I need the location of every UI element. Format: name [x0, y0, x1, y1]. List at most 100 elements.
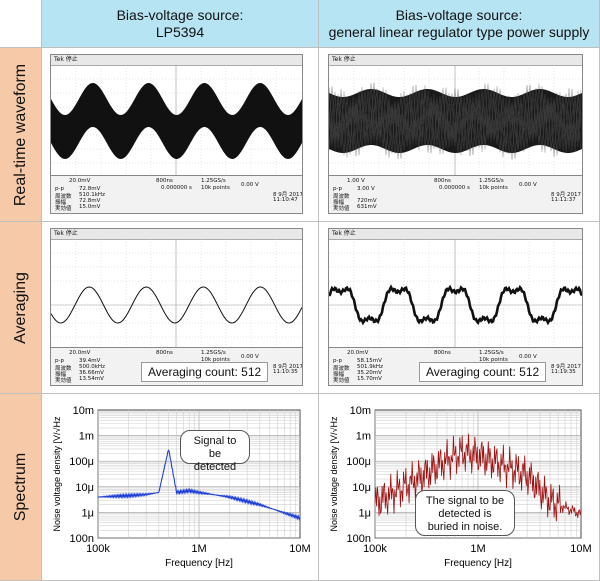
scope-avg-right: Tek 停止 20.0mV 800ns 1.25GS/s 10k points … — [328, 228, 583, 386]
scope-status-text: Tek 停止 — [332, 56, 356, 63]
noise-trace — [329, 84, 582, 156]
meas-name: 周波数 — [55, 194, 72, 200]
meas-value: 36.66mV — [79, 370, 104, 376]
row-label-averaging-text: Averaging — [11, 271, 29, 344]
x-tick-label: 100k — [86, 543, 110, 555]
meas-name: 実効値 — [333, 378, 350, 384]
scope-time: 11:19:35 — [551, 369, 576, 375]
scope-trace — [51, 239, 302, 349]
callout-buried: The signal to be detected is buried in n… — [415, 490, 515, 536]
scope-time: 11:10:35 — [273, 369, 298, 375]
y-tick-label: 10m — [350, 405, 371, 417]
meas-name: 実効値 — [55, 206, 72, 212]
noise-trace — [329, 83, 582, 159]
y-tick-label: 100n — [347, 533, 371, 545]
x-tick-label: 100k — [363, 543, 387, 555]
callout-buried-text: The signal to be detected is buried in n… — [425, 495, 505, 533]
x-tick-label: 1M — [191, 543, 206, 555]
scope-date: 8 9月 2017 — [551, 192, 581, 198]
meas-name: 周波数 — [333, 194, 350, 200]
timebase: 800ns — [156, 350, 173, 356]
scope-status-bar: Tek 停止 — [51, 229, 302, 240]
averaging-count-label: Averaging count: 512 — [141, 362, 269, 382]
meas-value: 58.15mV — [357, 358, 382, 364]
noise-trace — [329, 83, 582, 158]
scope-date: 8 9月 2017 — [551, 364, 581, 370]
meas-name: 振幅 — [55, 200, 67, 206]
scope-trace — [329, 239, 582, 349]
meas-name: 振幅 — [55, 372, 67, 378]
scope-status-text: Tek 停止 — [54, 230, 78, 237]
trigger-level: 0.00 V — [241, 182, 259, 188]
row-label-realtime: Real-time waveform — [0, 48, 42, 222]
scope-trace — [51, 65, 302, 177]
left-column-header: Bias-voltage source: LP5394 — [42, 0, 319, 48]
scope-status-bar: Tek 停止 — [51, 55, 302, 66]
y-tick-label: 1μ — [359, 507, 371, 519]
spectrum-series — [97, 449, 301, 521]
cell-rt-left — [42, 48, 319, 222]
callout-signal: Signal to be detected — [180, 430, 250, 473]
scope-status-text: Tek 停止 — [54, 56, 78, 63]
x-axis-label: Frequency [Hz] — [444, 558, 512, 569]
meas-name: 実効値 — [333, 206, 350, 212]
y-axis-label: Noise voltage density [V/√Hz — [52, 416, 62, 531]
scope-date: 8 9月 2017 — [273, 364, 303, 370]
meas-name: p-p — [55, 186, 64, 192]
noise-trace — [329, 82, 582, 158]
scope-info-panel: 1.00 V 800ns 1.25GS/s 10k points 0.00000… — [329, 175, 582, 213]
meas-value: 3.00 V — [357, 186, 375, 192]
meas-value: 15.70mV — [357, 376, 382, 382]
y-tick-label: 10μ — [352, 482, 371, 494]
row-label-averaging: Averaging — [0, 222, 42, 394]
meas-name: p-p — [55, 358, 64, 364]
averaging-count-label: Averaging count: 512 — [419, 362, 547, 382]
right-header-text: Bias-voltage source: general linear regu… — [328, 6, 590, 40]
scope-status-text: Tek 停止 — [332, 230, 356, 237]
timebase: 800ns — [434, 350, 451, 356]
scope-rt-right: Tek 停止 1.00 V 800ns 1.25GS/s 10k points … — [328, 54, 583, 214]
x-tick-label: 10M — [289, 543, 310, 555]
row-label-spectrum: Spectrum — [0, 394, 42, 581]
callout-signal-text: Signal to be detected — [193, 435, 237, 473]
meas-name: 周波数 — [55, 366, 72, 372]
y-axis-label: Noise voltage density [V/√Hz — [329, 416, 339, 531]
meas-value: 501.9kHz — [357, 364, 383, 370]
sample-rate: 1.25GS/s — [201, 350, 226, 356]
record-length: 10k points — [201, 185, 230, 191]
ch-scale: 20.0mV — [347, 350, 369, 356]
meas-value: 500.0kHz — [79, 364, 105, 370]
y-tick-label: 100μ — [346, 456, 371, 468]
trigger-level: 0.00 V — [241, 354, 259, 360]
y-tick-label: 1μ — [82, 507, 94, 519]
meas-value: 39.4mV — [79, 358, 101, 364]
scope-status-bar: Tek 停止 — [329, 229, 582, 240]
timebase: 800ns — [156, 178, 173, 184]
cell-avg-left — [42, 222, 319, 394]
scope-rt-left: Tek 停止 20.0mV 800ns 1.25GS/s 10k points … — [50, 54, 303, 214]
meas-name: p-p — [333, 186, 342, 192]
sample-rate: 1.25GS/s — [479, 350, 504, 356]
meas-name: 振幅 — [333, 200, 345, 206]
right-column-header: Bias-voltage source: general linear regu… — [319, 0, 600, 48]
meas-value: 510.1kHz — [79, 192, 105, 198]
spectrum-series — [374, 433, 582, 522]
meas-name: 実効値 — [55, 378, 72, 384]
y-tick-label: 100μ — [69, 456, 94, 468]
noise-trace — [329, 86, 582, 158]
row-label-spectrum-text: Spectrum — [11, 452, 29, 522]
meas-value: 72.8mV — [79, 186, 101, 192]
scope-avg-left: Tek 停止 20.0mV 800ns 1.25GS/s 10k points … — [50, 228, 303, 386]
ch-scale: 20.0mV — [69, 350, 91, 356]
y-tick-label: 1m — [356, 431, 371, 443]
x-tick-label: 1M — [470, 543, 485, 555]
time-offset: 0.000000 s — [439, 185, 470, 191]
scope-time: 11:11:37 — [551, 197, 576, 203]
meas-name: 周波数 — [333, 366, 350, 372]
noise-trace — [329, 85, 582, 160]
scope-date: 8 9月 2017 — [273, 192, 303, 198]
scope-trace — [329, 65, 582, 177]
